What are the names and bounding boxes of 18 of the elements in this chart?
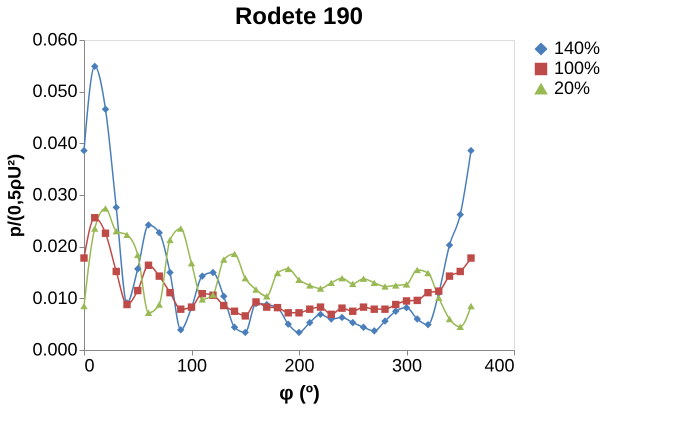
y-axis-title: p/(0,5ρU²): [4, 154, 24, 238]
x-tick-label: 300: [392, 356, 422, 376]
x-tick-label: 0: [84, 356, 95, 376]
y-tick-label: 0.040: [32, 132, 78, 153]
chart-title: Rodete 190: [234, 3, 364, 30]
x-tick-label: 400: [484, 356, 514, 376]
x-axis-title: φ (º): [279, 382, 320, 404]
legend-label: 20%: [554, 78, 590, 98]
y-tick-label: 0.020: [32, 236, 78, 256]
legend-label: 140%: [554, 38, 600, 58]
y-tick-label: 0.060: [32, 30, 78, 50]
x-tick-label: 200: [284, 356, 315, 376]
legend-label: 100%: [554, 58, 600, 78]
y-tick-label: 0.050: [32, 81, 78, 102]
y-tick-label: 0.030: [32, 184, 78, 204]
x-tick-label: 100: [176, 356, 208, 376]
y-tick-label: 0.000: [32, 340, 78, 360]
y-tick-label: 0.010: [32, 288, 78, 308]
